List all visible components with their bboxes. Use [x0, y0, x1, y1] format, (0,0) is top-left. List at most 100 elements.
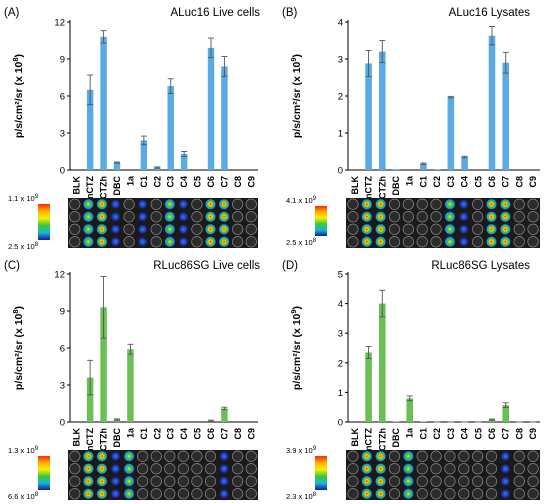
bar	[392, 169, 400, 170]
empty-well	[191, 198, 203, 210]
plate-background	[346, 198, 540, 248]
luminescent-well	[375, 451, 386, 462]
empty-well	[485, 475, 498, 487]
y-tick-label: 12	[54, 270, 65, 281]
color-scale-gradient-bar	[38, 204, 50, 240]
empty-well	[69, 450, 81, 462]
category-label: CTZh	[377, 428, 387, 451]
color-scale-max-label: 1.1 x 109	[8, 194, 39, 203]
category-label: DBC	[391, 176, 401, 196]
empty-well	[430, 450, 442, 462]
empty-well	[177, 463, 189, 475]
empty-well	[472, 236, 484, 248]
category-label: C9	[246, 176, 256, 188]
bar	[140, 140, 148, 170]
empty-well	[69, 475, 81, 487]
empty-well	[150, 211, 162, 223]
empty-well	[347, 488, 359, 500]
category-label: C6	[206, 428, 216, 440]
luminescent-well	[123, 451, 135, 462]
empty-well	[485, 463, 498, 475]
empty-well	[458, 488, 470, 500]
empty-well	[245, 450, 257, 462]
y-tick-label: 9	[60, 55, 65, 66]
luminescent-well	[500, 224, 511, 235]
category-label: C5	[473, 428, 483, 440]
luminescent-well	[500, 451, 510, 461]
category-label: C4	[460, 428, 470, 440]
luminescence-plate-image	[346, 450, 540, 500]
category-label: C6	[487, 176, 497, 188]
empty-well	[402, 198, 414, 210]
empty-well	[191, 223, 203, 235]
empty-well	[388, 236, 401, 248]
bar	[529, 421, 537, 423]
luminescent-well	[403, 451, 414, 462]
color-scale-bar: 1.3 x 109 6.6 x 108	[8, 446, 50, 501]
empty-well	[416, 450, 428, 462]
empty-well	[232, 223, 244, 235]
color-scale-min-label: 2.5 x 108	[8, 242, 39, 251]
panel-c: (C) RLuc86SG Live cells 0 3 6 9 12 p/s/cm²/sr…	[4, 260, 260, 501]
luminescent-well	[459, 237, 469, 247]
color-scale-bar: 4.1 x 109 2.5 x 108	[286, 196, 327, 247]
empty-well	[150, 223, 162, 235]
bar	[502, 405, 510, 422]
luminescent-well	[500, 211, 511, 222]
bar	[154, 167, 161, 170]
luminescent-well	[219, 476, 229, 486]
category-label: C1	[418, 176, 428, 188]
empty-well	[245, 223, 257, 235]
panel-a: (A) ALuc16 Live cells 0 3 6 9 12 p/s/cm²/sr (…	[4, 7, 260, 251]
category-label: C4	[179, 176, 189, 188]
empty-well	[430, 198, 442, 210]
luminescent-well	[444, 211, 456, 222]
luminescent-well	[500, 199, 511, 210]
empty-well	[444, 488, 456, 500]
y-tick-label: 2	[338, 358, 343, 369]
plate-background	[68, 450, 258, 500]
empty-well	[527, 198, 539, 210]
empty-well	[204, 463, 217, 475]
empty-well	[430, 211, 442, 223]
panel-label: (A)	[4, 7, 20, 19]
empty-well	[150, 450, 162, 462]
luminescent-well	[83, 488, 94, 499]
bar	[420, 163, 427, 170]
empty-well	[245, 488, 257, 500]
empty-well	[204, 450, 217, 462]
empty-well	[513, 450, 525, 462]
category-label: C8	[514, 428, 524, 440]
luminescent-well	[500, 236, 511, 247]
luminescent-well	[444, 199, 456, 210]
bar	[488, 419, 496, 422]
category-label: 1a	[125, 175, 135, 186]
luminescent-well	[83, 463, 94, 474]
empty-well	[402, 236, 414, 248]
empty-well	[472, 223, 484, 235]
y-axis-label: p/s/cm²/sr (x 108)	[11, 54, 25, 138]
empty-well	[430, 463, 442, 475]
luminescent-well	[375, 224, 386, 235]
bar	[221, 408, 228, 422]
luminescent-well	[111, 212, 120, 222]
luminescent-well	[96, 488, 108, 499]
luminescent-well	[178, 212, 188, 222]
category-label: C3	[446, 176, 456, 188]
y-tick-label: 3	[338, 329, 343, 340]
empty-well	[388, 450, 401, 462]
empty-well	[191, 450, 203, 462]
category-label: C2	[432, 428, 442, 440]
empty-well	[527, 211, 539, 223]
empty-well	[347, 223, 359, 235]
empty-well	[191, 475, 203, 487]
luminescent-well	[486, 199, 497, 210]
empty-well	[444, 475, 456, 487]
empty-well	[472, 198, 484, 210]
category-label: C7	[501, 428, 511, 440]
bar	[447, 97, 455, 170]
category-label: C7	[219, 428, 229, 440]
category-label: BLK	[350, 176, 360, 195]
